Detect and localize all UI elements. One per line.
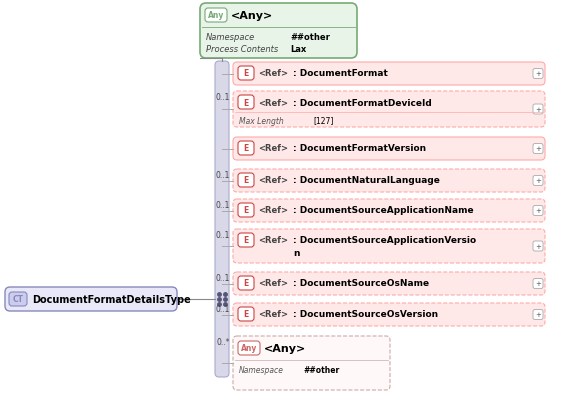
Text: 0..1: 0..1: [216, 273, 230, 282]
Text: [127]: [127]: [313, 116, 333, 125]
Text: +: +: [535, 312, 541, 318]
Text: : DocumentFormatDeviceId: : DocumentFormatDeviceId: [293, 98, 432, 107]
Text: Namespace: Namespace: [206, 32, 255, 41]
Text: +: +: [535, 107, 541, 113]
Text: E: E: [243, 176, 249, 185]
Text: +: +: [535, 178, 541, 184]
Text: <Any>: <Any>: [264, 343, 306, 353]
FancyBboxPatch shape: [238, 67, 254, 81]
Text: <Ref>: <Ref>: [258, 144, 288, 153]
FancyBboxPatch shape: [5, 287, 177, 311]
Text: ##other: ##other: [290, 32, 330, 41]
FancyBboxPatch shape: [533, 69, 543, 79]
Text: +: +: [535, 208, 541, 214]
FancyBboxPatch shape: [233, 303, 545, 326]
FancyBboxPatch shape: [533, 310, 543, 320]
FancyBboxPatch shape: [533, 144, 543, 154]
FancyBboxPatch shape: [533, 105, 543, 115]
Text: Lax: Lax: [290, 45, 306, 53]
Text: +: +: [535, 281, 541, 287]
Text: +: +: [535, 71, 541, 77]
Text: E: E: [243, 98, 249, 107]
FancyBboxPatch shape: [533, 206, 543, 216]
Text: Namespace: Namespace: [239, 366, 284, 375]
FancyBboxPatch shape: [238, 233, 254, 247]
Text: <Ref>: <Ref>: [258, 310, 288, 319]
Text: <Any>: <Any>: [231, 11, 273, 21]
Text: 0..1: 0..1: [216, 304, 230, 313]
FancyBboxPatch shape: [233, 138, 545, 160]
Text: : DocumentFormat: : DocumentFormat: [293, 69, 388, 78]
Text: <Ref>: <Ref>: [258, 98, 288, 107]
Text: DocumentFormatDetailsType: DocumentFormatDetailsType: [32, 294, 191, 304]
Text: <Ref>: <Ref>: [258, 176, 288, 185]
Text: : DocumentSourceOsVersion: : DocumentSourceOsVersion: [293, 310, 438, 319]
FancyBboxPatch shape: [238, 341, 260, 355]
Text: +: +: [535, 146, 541, 152]
Text: +: +: [535, 243, 541, 249]
FancyBboxPatch shape: [200, 4, 357, 59]
Text: E: E: [243, 144, 249, 153]
FancyBboxPatch shape: [238, 276, 254, 290]
FancyBboxPatch shape: [215, 62, 229, 377]
FancyBboxPatch shape: [233, 63, 545, 86]
FancyBboxPatch shape: [238, 174, 254, 188]
Text: n: n: [293, 249, 299, 258]
Text: Any: Any: [241, 344, 257, 352]
Text: 0..1: 0..1: [216, 200, 230, 209]
Text: 0..1: 0..1: [216, 231, 230, 239]
Text: Max Length: Max Length: [239, 116, 284, 125]
FancyBboxPatch shape: [238, 203, 254, 217]
Text: <Ref>: <Ref>: [258, 279, 288, 288]
FancyBboxPatch shape: [205, 9, 227, 23]
FancyBboxPatch shape: [238, 307, 254, 321]
Text: 0..1: 0..1: [216, 93, 230, 102]
FancyBboxPatch shape: [238, 142, 254, 156]
Text: <Ref>: <Ref>: [258, 69, 288, 78]
FancyBboxPatch shape: [233, 200, 545, 223]
FancyBboxPatch shape: [533, 241, 543, 251]
Text: <Ref>: <Ref>: [258, 206, 288, 215]
Text: Process Contents: Process Contents: [206, 45, 278, 53]
Text: 0..1: 0..1: [216, 170, 230, 180]
Text: : DocumentSourceApplicationName: : DocumentSourceApplicationName: [293, 206, 474, 215]
Text: E: E: [243, 279, 249, 288]
FancyBboxPatch shape: [233, 272, 545, 295]
Text: E: E: [243, 69, 249, 78]
Text: <Ref>: <Ref>: [258, 236, 288, 245]
Text: Any: Any: [208, 12, 224, 20]
Text: E: E: [243, 206, 249, 215]
Text: E: E: [243, 236, 249, 245]
FancyBboxPatch shape: [533, 176, 543, 186]
Text: E: E: [243, 310, 249, 319]
FancyBboxPatch shape: [238, 96, 254, 110]
Text: ##other: ##other: [303, 366, 339, 375]
FancyBboxPatch shape: [233, 336, 390, 390]
Text: : DocumentSourceOsName: : DocumentSourceOsName: [293, 279, 429, 288]
Text: 0..*: 0..*: [217, 337, 230, 346]
FancyBboxPatch shape: [533, 279, 543, 289]
Text: CT: CT: [13, 295, 23, 304]
FancyBboxPatch shape: [233, 92, 545, 128]
FancyBboxPatch shape: [9, 292, 27, 306]
FancyBboxPatch shape: [233, 170, 545, 192]
Text: : DocumentNaturalLanguage: : DocumentNaturalLanguage: [293, 176, 440, 185]
Text: : DocumentSourceApplicationVersio: : DocumentSourceApplicationVersio: [293, 236, 476, 245]
FancyBboxPatch shape: [233, 229, 545, 263]
Text: : DocumentFormatVersion: : DocumentFormatVersion: [293, 144, 426, 153]
